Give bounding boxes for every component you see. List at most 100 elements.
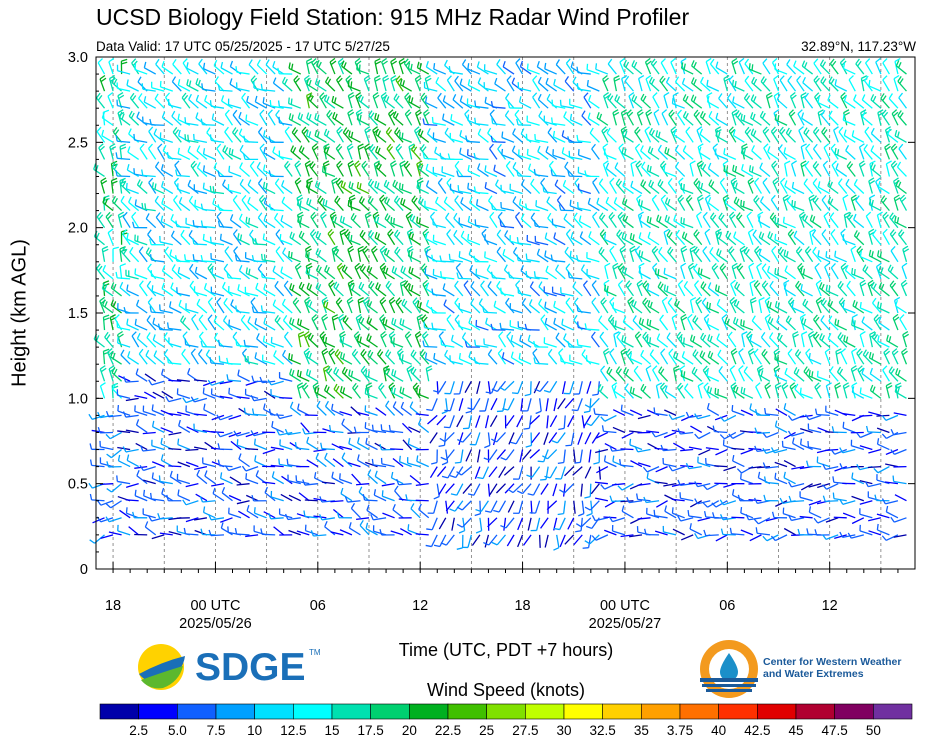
wind-barb xyxy=(381,61,387,75)
wind-barb xyxy=(454,285,464,297)
wind-barb-flag xyxy=(160,437,163,445)
wind-barb-flag xyxy=(600,248,605,255)
wind-barb-flag xyxy=(681,351,685,358)
wind-barb-flag xyxy=(706,318,710,325)
wind-barb-flag xyxy=(105,503,112,509)
wind-barb-flag xyxy=(468,317,472,324)
wind-barb-flag xyxy=(545,77,549,84)
wind-barb xyxy=(627,301,635,314)
wind-barb-flag xyxy=(329,211,336,217)
wind-barb-flag xyxy=(742,200,745,208)
wind-barb-flag xyxy=(532,348,538,354)
wind-barb-flag xyxy=(682,111,687,117)
wind-barb xyxy=(787,353,797,365)
wind-barb-flag xyxy=(623,148,627,155)
wind-barb-flag xyxy=(773,348,780,353)
wind-barb-flag xyxy=(578,513,585,517)
wind-barb-flag xyxy=(305,368,309,376)
wind-barb-flag xyxy=(291,127,297,133)
wind-barb xyxy=(783,431,796,440)
wind-barb xyxy=(117,70,131,75)
wind-barb xyxy=(749,340,762,348)
wind-barb xyxy=(700,286,711,297)
wind-barb xyxy=(161,116,174,126)
wind-barb xyxy=(419,353,430,365)
wind-barb xyxy=(649,133,660,143)
wind-barb xyxy=(445,398,449,412)
wind-barb xyxy=(649,354,660,365)
wind-barb xyxy=(611,385,618,399)
wind-barb-flag xyxy=(694,351,699,358)
wind-barb xyxy=(143,479,156,485)
wind-barb-flag xyxy=(182,317,187,324)
wind-barb-flag xyxy=(399,78,403,85)
wind-barb-flag xyxy=(647,231,651,238)
wind-barb xyxy=(306,287,319,297)
wind-barb-flag xyxy=(474,117,477,124)
wind-barb-flag xyxy=(410,285,414,292)
wind-barb xyxy=(722,163,728,177)
wind-barb-flag xyxy=(315,59,320,66)
wind-barb xyxy=(680,341,694,348)
wind-barb-flag xyxy=(235,305,238,312)
wind-barb xyxy=(690,99,703,109)
wind-barb-flag xyxy=(553,232,557,239)
wind-barb xyxy=(788,113,797,126)
wind-barb xyxy=(460,100,472,109)
wind-barb-flag xyxy=(774,113,777,120)
wind-barb-flag xyxy=(636,162,643,168)
wind-barb xyxy=(408,255,421,263)
wind-barb-flag xyxy=(220,61,224,69)
wind-barb-flag xyxy=(750,128,755,135)
wind-barb xyxy=(452,99,464,109)
wind-barb-flag xyxy=(697,382,704,387)
wind-barb-flag xyxy=(540,314,546,320)
wind-barb-flag xyxy=(776,217,779,224)
wind-barb-flag xyxy=(380,92,387,97)
wind-barb-flag xyxy=(754,445,758,452)
wind-barb xyxy=(691,372,703,382)
wind-barb-flag xyxy=(148,379,153,386)
wind-barb xyxy=(749,534,762,542)
wind-barb-flag xyxy=(309,334,314,341)
wind-barb-flag xyxy=(103,314,110,318)
wind-barb-flag xyxy=(668,465,673,472)
wind-barb xyxy=(467,221,481,229)
wind-barb-flag xyxy=(390,471,394,478)
wind-barb xyxy=(259,113,268,126)
wind-barb xyxy=(638,237,651,246)
wind-barb-flag xyxy=(232,127,237,133)
wind-barb xyxy=(274,319,285,331)
wind-barb-flag xyxy=(787,348,793,354)
wind-barb-flag xyxy=(258,194,264,201)
wind-barb xyxy=(546,201,558,212)
wind-barb-flag xyxy=(653,407,656,414)
wind-barb xyxy=(193,413,207,417)
wind-barb-flag xyxy=(229,214,234,221)
wind-barb xyxy=(232,114,242,126)
wind-barb xyxy=(362,250,370,263)
wind-barb-flag xyxy=(238,213,243,220)
wind-barb xyxy=(313,497,327,502)
wind-barb-flag xyxy=(112,383,117,390)
wind-barb xyxy=(680,534,694,541)
wind-barb xyxy=(783,255,796,263)
wind-barb xyxy=(488,449,498,461)
wind-barb-flag xyxy=(762,462,767,469)
wind-barb xyxy=(600,301,609,314)
wind-barb xyxy=(328,352,336,365)
wind-barb-flag xyxy=(707,334,711,341)
wind-barb xyxy=(573,500,576,514)
wind-barb-flag xyxy=(526,474,533,478)
wind-barb xyxy=(519,340,532,348)
wind-barb-flag xyxy=(306,112,310,119)
wind-barb xyxy=(672,414,685,421)
wind-barb xyxy=(631,99,643,109)
wind-barb xyxy=(603,430,617,434)
wind-barb-flag xyxy=(759,162,763,169)
wind-barb xyxy=(650,63,660,75)
wind-barb xyxy=(591,432,600,444)
wind-barb xyxy=(604,529,617,536)
wind-barb xyxy=(324,389,336,399)
wind-barb xyxy=(612,112,618,126)
